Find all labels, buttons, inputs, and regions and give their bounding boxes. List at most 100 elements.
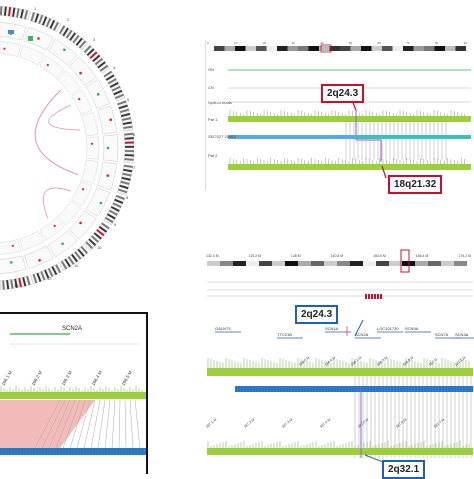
ruler-tick-label: 128 M — [290, 254, 301, 258]
callout-2q32-1: 2q32.1 — [382, 460, 426, 479]
ideogram-band — [60, 260, 68, 270]
callout-2q24-3-top: 2q24.3 — [321, 84, 365, 103]
ideogram-band — [272, 261, 285, 266]
ideogram-band — [124, 150, 134, 153]
ideogram-band — [119, 184, 129, 190]
ideogram-band — [350, 46, 361, 51]
ideogram-band — [121, 176, 131, 181]
variant-mark — [365, 294, 367, 299]
mb-tick-label: 167 M — [428, 357, 438, 366]
ideogram-band — [85, 241, 94, 250]
mb-tick-label: 166.5 M — [298, 356, 310, 367]
ideogram-band — [441, 261, 454, 266]
ruler-tick-label: 20 — [262, 41, 267, 45]
ideogram-band — [120, 112, 131, 117]
ideogram-band — [415, 261, 428, 266]
lower-tick-label: 167.6 M — [395, 418, 407, 429]
ideogram-band — [94, 57, 104, 66]
zoom-tick-label: 166.4 M — [91, 370, 104, 387]
mb-tick-label: 167.1 M — [454, 356, 466, 367]
chromosome-label-8: 8 — [126, 195, 129, 200]
ideogram-band — [455, 46, 466, 51]
split-read — [41, 399, 66, 449]
ideogram-band — [30, 12, 36, 22]
variant-dot — [61, 242, 64, 246]
ruler-tick-label: 153.6 M — [373, 254, 386, 258]
ideogram-band — [123, 168, 133, 173]
coverage-track — [228, 116, 471, 122]
ideogram-band — [98, 225, 108, 233]
ideogram-band — [361, 46, 372, 51]
ideogram-band — [118, 188, 128, 194]
split-read — [76, 399, 91, 449]
track-ring — [103, 134, 119, 162]
lower-tick-label: 167.4 M — [319, 418, 331, 429]
ideogram-band — [53, 21, 59, 31]
ideogram-band — [86, 48, 95, 56]
chromosome-label-11: 11 — [74, 263, 79, 268]
ruler-tick-label: 80 — [434, 41, 439, 45]
ideogram-band — [110, 206, 120, 212]
variant-dot — [96, 93, 100, 96]
ideogram-band — [454, 261, 467, 266]
ideogram-band — [111, 85, 121, 92]
lower-tick-label: 167.1 M — [205, 418, 217, 429]
track-ring — [69, 210, 97, 240]
track-ring — [0, 239, 22, 255]
coverage-track — [228, 164, 471, 170]
ruler-tick-label: 115.2 M — [248, 254, 261, 258]
ruler-tick-label: 166.4 M — [415, 254, 429, 258]
ideogram-band — [123, 125, 133, 129]
zoom-panel: 166.1 M 166.2 M 166.3 M 166.4 M 166.5 M — [0, 312, 148, 474]
variant-dot — [109, 118, 112, 122]
ideogram-band — [26, 276, 31, 286]
ruler-tick-label: 50 — [348, 41, 353, 45]
chromosome-label-1: 1 — [34, 6, 37, 11]
track-label-secs: SECS27 29463 — [208, 134, 236, 139]
ideogram-band — [74, 251, 82, 260]
ideogram-band — [277, 46, 288, 51]
split-read — [90, 399, 101, 449]
variant-mark — [371, 294, 373, 299]
variant-dot — [81, 188, 85, 191]
ideogram-band — [42, 16, 48, 26]
gene-label: SCN3A — [455, 332, 469, 337]
variant-dot — [106, 174, 110, 177]
ruler-tick-label: 132.4 M — [206, 254, 219, 258]
ideogram-band — [403, 46, 414, 51]
panel-1-ruler: 0 10 20 30 40 50 60 70 80 90 — [207, 41, 467, 45]
mb-tick-label: 166.6 M — [324, 356, 336, 367]
track-ring — [81, 111, 99, 137]
variant-dot — [79, 221, 82, 225]
variant-dot — [106, 146, 110, 150]
variant-dot — [11, 244, 14, 247]
track-ring — [97, 105, 118, 135]
ideogram-band — [64, 258, 71, 268]
ideogram-band — [324, 261, 337, 266]
ruler-tick-label: 90 — [463, 41, 467, 45]
ideogram-band — [83, 45, 92, 54]
lower-tick-label: 167.7 M — [433, 418, 445, 429]
ideogram-band — [67, 256, 75, 265]
chromosome-label-9: 9 — [114, 222, 117, 227]
track-ring — [71, 89, 93, 115]
track-ring — [19, 230, 45, 251]
marker-box — [8, 30, 14, 34]
genome-browser-panel-2: GALNT3 TTC21B SCN1A SCN2A SCN9A SCN7A LOC10173… — [205, 248, 474, 474]
ideogram-band — [434, 46, 445, 51]
variant-dot — [38, 259, 41, 262]
track-ring — [81, 159, 99, 185]
ideogram-band — [45, 18, 52, 28]
ideogram-band — [51, 266, 58, 276]
ideogram-band — [308, 46, 319, 51]
track-ring — [86, 136, 100, 160]
track-ring — [48, 38, 78, 66]
secondary-track — [356, 135, 471, 139]
ideogram-band — [114, 93, 124, 99]
split-read — [111, 399, 116, 449]
translocation-link — [43, 187, 72, 219]
ideogram-band — [108, 209, 118, 216]
variant-dot — [46, 63, 49, 67]
ideogram-band — [285, 261, 298, 266]
variant-mark — [374, 294, 376, 299]
